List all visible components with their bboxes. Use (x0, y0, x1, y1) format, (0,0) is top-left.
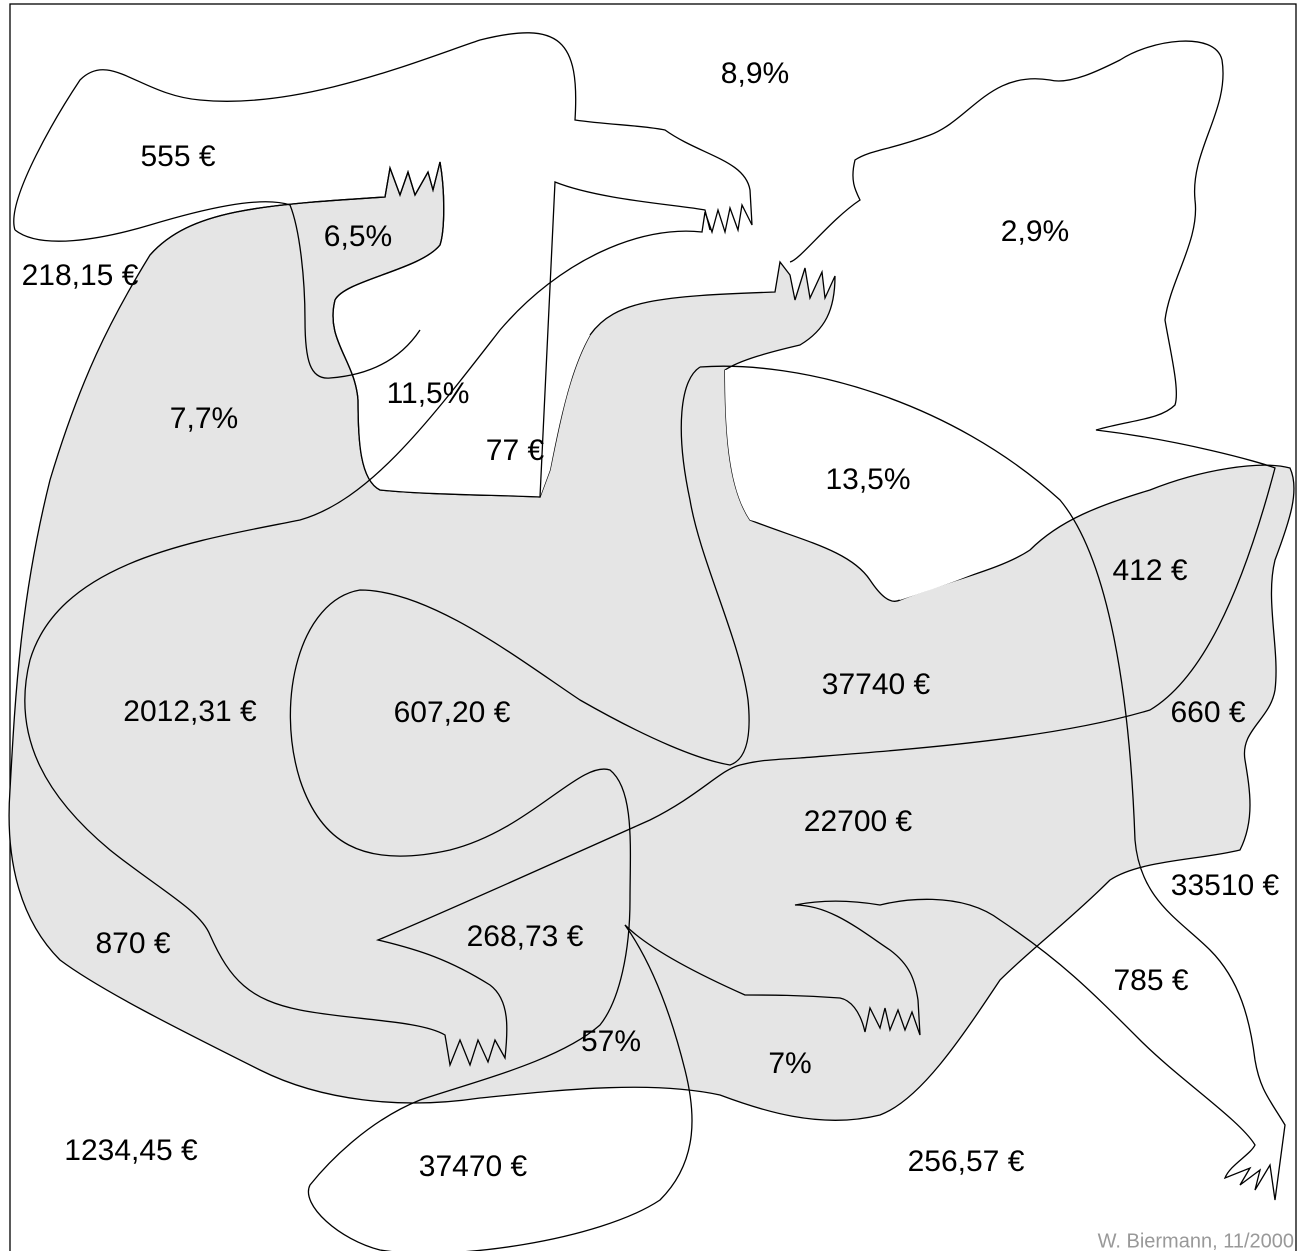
label: 256,57 € (908, 1145, 1025, 1178)
label: 2,9% (1001, 215, 1069, 248)
label: 607,20 € (394, 696, 511, 729)
credit: W. Biermann, 11/2000 (1098, 1230, 1294, 1251)
label: 77 € (486, 434, 545, 467)
label: 660 € (1170, 696, 1245, 729)
label: 6,5% (324, 220, 392, 253)
label: 7% (768, 1047, 811, 1080)
label: 555 € (140, 140, 215, 173)
label: 13,5% (825, 463, 910, 496)
label: 22700 € (804, 805, 913, 838)
label: 870 € (95, 927, 170, 960)
label: 33510 € (1171, 869, 1280, 902)
label: 218,15 € (22, 259, 139, 292)
label: 8,9% (721, 57, 789, 90)
label: 412 € (1112, 554, 1187, 587)
label: 11,5% (387, 377, 470, 410)
label: 785 € (1113, 964, 1188, 997)
label: 1234,45 € (64, 1134, 198, 1167)
label: 37470 € (419, 1150, 528, 1183)
diagram: 8,9% 555 € 6,5% 2,9% 218,15 € 7,7% 11,5%… (0, 0, 1307, 1251)
label: 2012,31 € (123, 695, 257, 728)
label: 268,73 € (467, 920, 584, 953)
label: 57% (581, 1025, 641, 1058)
label: 37740 € (822, 668, 931, 701)
label: 7,7% (170, 402, 238, 435)
